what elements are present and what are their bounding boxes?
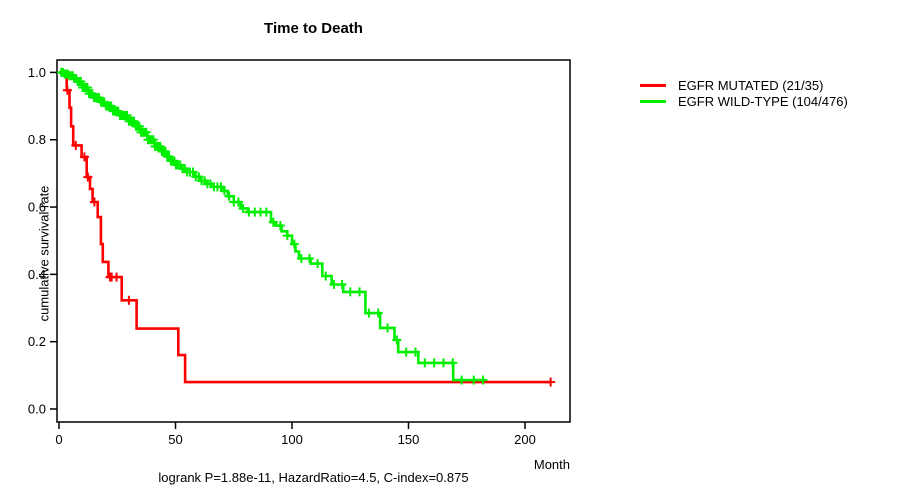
legend-item-0: EGFR MUTATED (21/35) (640, 77, 848, 93)
plot-title: Time to Death (264, 20, 363, 37)
y-axis-title: cumulative survival rate (36, 185, 52, 322)
x-tick-label: 100 (281, 432, 303, 447)
y-tick-label: 0.2 (28, 334, 46, 349)
legend-label: EGFR MUTATED (21/35) (678, 77, 824, 93)
legend-line-swatch (640, 99, 666, 103)
y-tick-label: 1.0 (28, 65, 46, 80)
y-tick-label: 0.8 (28, 132, 46, 147)
legend-line-swatch (640, 83, 666, 87)
x-axis-title: Month (533, 457, 570, 472)
plot-box (56, 59, 571, 423)
x-tick-label: 50 (168, 432, 182, 447)
statistics-note: logrank P=1.88e-11, HazardRatio=4.5, C-i… (158, 470, 469, 485)
x-tick-label: 200 (514, 432, 536, 447)
x-tick-label: 0 (55, 432, 62, 447)
legend: EGFR MUTATED (21/35) EGFR WILD-TYPE (104/… (640, 77, 848, 109)
y-tick-label: 0.0 (28, 402, 46, 417)
x-tick-label: 150 (398, 432, 420, 447)
y-tick-label: 0.6 (28, 200, 46, 215)
y-tick-label: 0.4 (28, 267, 46, 282)
legend-label: EGFR WILD-TYPE (104/476) (678, 93, 848, 109)
legend-item-1: EGFR WILD-TYPE (104/476) (640, 93, 848, 109)
